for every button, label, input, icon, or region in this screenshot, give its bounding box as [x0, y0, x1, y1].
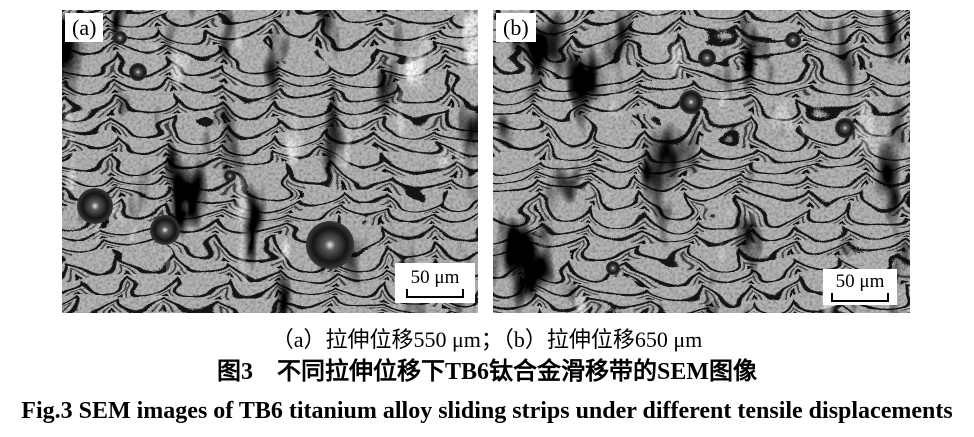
scale-bar-b: 50 μm: [823, 269, 897, 305]
scale-bar-label-a: 50 μm: [410, 267, 460, 288]
scale-bar-line-b: [831, 293, 889, 302]
sem-panel-b: (b) 50 μm: [493, 10, 910, 313]
scale-bar-a: 50 μm: [395, 263, 475, 303]
panel-label-a: (a): [65, 13, 104, 42]
figure-title-zh: 图3 不同拉伸位移下TB6钛合金滑移带的SEM图像: [216, 359, 758, 385]
droplet-inclusions-a: [77, 31, 354, 269]
sem-micrograph-b: [493, 10, 910, 313]
panel-caption: （a）拉伸位移550 μm；（b）拉伸位移650 μm: [271, 327, 703, 352]
scale-bar-label-b: 50 μm: [835, 271, 885, 292]
figure-title-en: Fig.3 SEM images of TB6 titanium alloy s…: [21, 398, 953, 424]
droplet-inclusions-b: [606, 32, 855, 275]
scale-bar-line-a: [406, 289, 464, 298]
panel-label-b: (b): [496, 13, 536, 42]
sem-micrograph-a: [62, 10, 478, 313]
sem-panel-a: (a) 50 μm: [62, 10, 478, 313]
